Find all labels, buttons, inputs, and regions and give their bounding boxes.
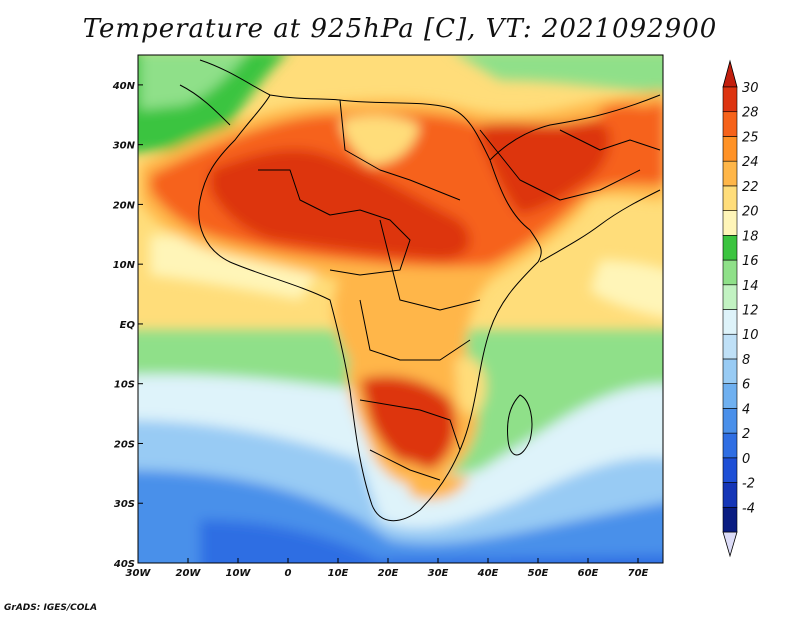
- map-title: Temperature at 925hPa [C], VT: 202109290…: [82, 14, 718, 44]
- colorbar-label: 8: [742, 353, 750, 368]
- colorbar-swatch: [722, 358, 738, 384]
- colorbar-swatch: [722, 482, 738, 508]
- colorbar-label: 20: [742, 205, 759, 220]
- colorbar-label: 14: [742, 279, 759, 294]
- colorbar-swatch: [722, 111, 738, 137]
- colorbar-label: 16: [742, 254, 759, 269]
- colorbar-label: 28: [742, 106, 759, 121]
- colorbar-label: 0: [742, 452, 750, 467]
- lon-tick-label: 40E: [477, 568, 499, 579]
- colorbar-swatch: [722, 408, 738, 434]
- lat-tick-label: 30N: [113, 141, 136, 152]
- colorbar-swatch: [722, 259, 738, 286]
- colorbar-label: 4: [742, 402, 750, 417]
- lon-tick-label: 10W: [226, 568, 252, 579]
- colorbar-swatch: [722, 185, 738, 211]
- lon-tick-label: 30E: [428, 568, 449, 579]
- colorbar-swatch: [722, 457, 738, 483]
- colorbar-swatch: [722, 136, 738, 162]
- lat-tick-label: 10N: [113, 260, 136, 271]
- lat-tick-label: 40N: [112, 81, 136, 92]
- colorbar-label: 18: [742, 229, 759, 244]
- colorbar-swatch: [722, 506, 738, 533]
- colorbar-label: 22: [742, 180, 759, 195]
- colorbar-swatch: [722, 309, 738, 335]
- colorbar-swatch: [722, 210, 738, 236]
- coastlines-borders: [179, 59, 661, 522]
- latitude-axis: 40N 30N 20N 10N EQ 10S 20S 30S 40S: [112, 81, 143, 570]
- longitude-axis: 30W 20W 10W 0 10E 20E 30E 40E 50E 60E 70E: [126, 558, 649, 579]
- colorbar-swatch: [722, 383, 738, 409]
- colorbar-swatch: [722, 333, 738, 360]
- colorbar-swatch: [722, 235, 738, 261]
- lat-tick-label: 10S: [114, 380, 135, 391]
- colorbar-label: 25: [742, 130, 759, 145]
- lon-tick-label: 50E: [528, 568, 549, 579]
- colorbar-label: 2: [742, 427, 750, 442]
- colorbar-label: 12: [742, 304, 759, 319]
- colorbar-swatch: [722, 432, 738, 459]
- colorbar-label: -4: [742, 501, 755, 516]
- lat-tick-label: 20N: [113, 200, 136, 211]
- colorbar-bottom-arrow: [722, 531, 738, 558]
- lat-tick-label: 40S: [113, 559, 135, 570]
- temperature-field: [138, 55, 663, 563]
- lon-tick-label: 20W: [176, 568, 202, 579]
- lon-tick-label: 10E: [328, 568, 349, 579]
- colorbar-swatch: [722, 160, 738, 187]
- lon-tick-label: 0: [285, 568, 292, 579]
- lon-tick-label: 60E: [578, 568, 599, 579]
- lon-tick-label: 70E: [628, 568, 649, 579]
- colorbar-label: 10: [742, 328, 759, 343]
- colorbar-label: 30: [742, 81, 759, 96]
- colorbar-label: 24: [742, 155, 759, 170]
- plot-frame: [137, 54, 664, 564]
- lat-tick-label: 30S: [114, 499, 135, 510]
- lat-tick-label: EQ: [120, 320, 136, 331]
- colorbar-swatch: [722, 86, 738, 113]
- lon-tick-label: 20E: [378, 568, 399, 579]
- credit-label: GrADS: IGES/COLA: [4, 603, 98, 613]
- lat-tick-label: 20S: [114, 439, 135, 450]
- colorbar-swatch: [722, 284, 738, 310]
- lon-tick-label: 30W: [126, 568, 152, 579]
- colorbar-label: 6: [742, 378, 750, 393]
- colorbar-top-arrow: [722, 59, 738, 88]
- colorbar-label: -2: [742, 477, 755, 492]
